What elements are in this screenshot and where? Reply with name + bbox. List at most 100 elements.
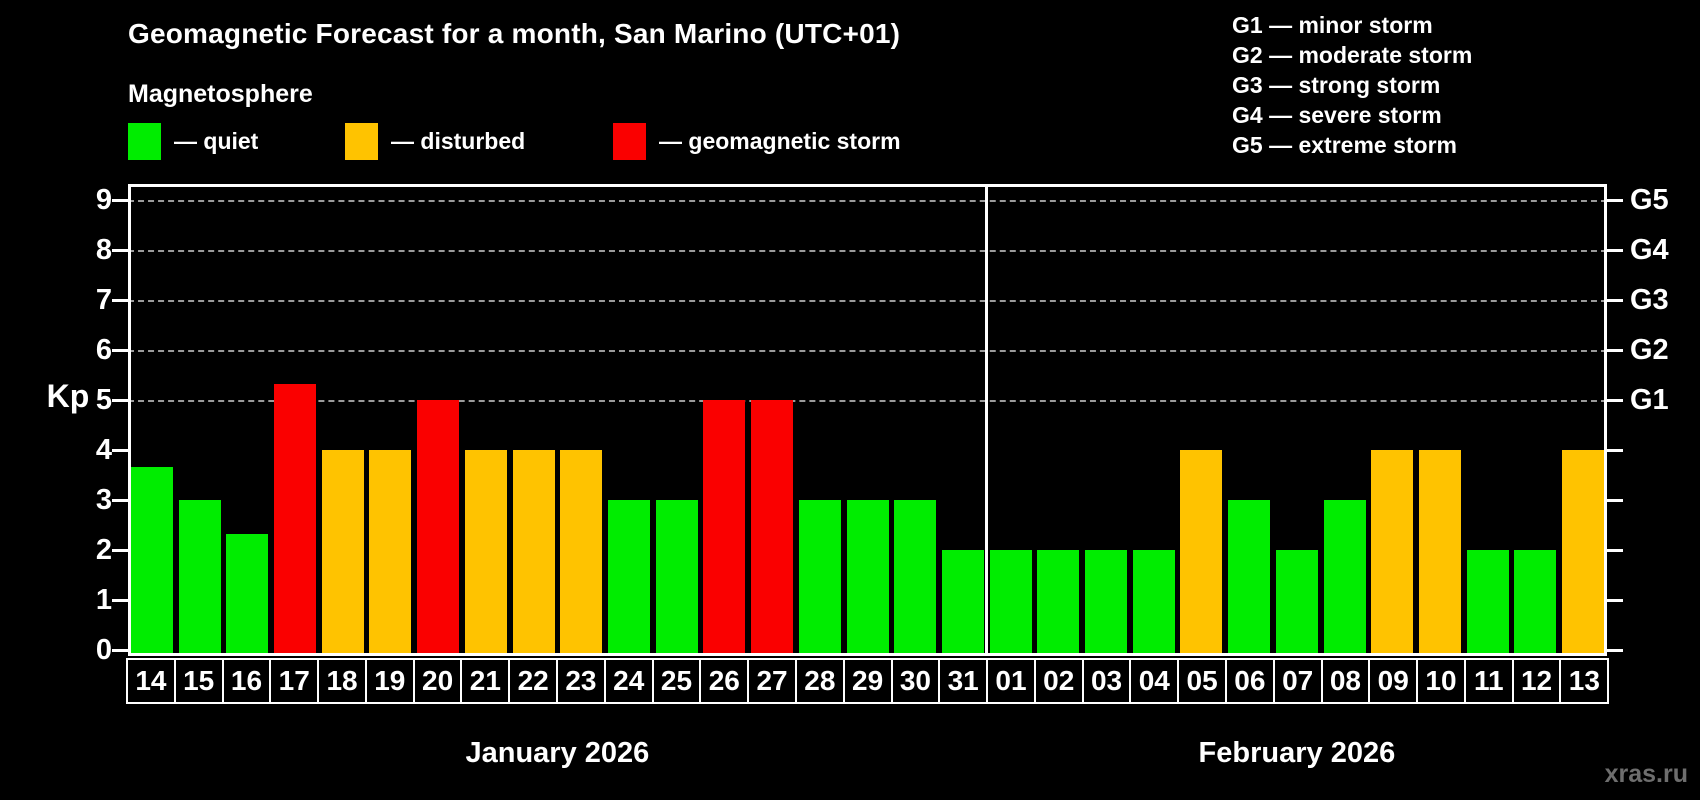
gridline-kp-9: [128, 200, 1607, 202]
day-cell-14: 14: [126, 658, 176, 704]
kp-bar-day-23: [560, 450, 603, 656]
right-tick-kp-3: [1607, 498, 1623, 502]
watermark: xras.ru: [1604, 760, 1688, 788]
kp-bar-day-10: [1419, 450, 1462, 656]
kp-bar-day-18: [321, 450, 364, 656]
day-cell-18: 18: [317, 658, 367, 704]
kp-bar-day-30: [894, 500, 937, 656]
kp-bar-day-20: [417, 400, 460, 656]
kp-bar-day-25: [655, 500, 698, 656]
kp-bar-day-13: [1562, 450, 1605, 656]
kp-bar-day-26: [703, 400, 746, 656]
kp-bar-day-14: [130, 466, 173, 656]
y-tick-label-5: 5: [95, 384, 112, 416]
left-tick-kp-8: [112, 248, 128, 252]
g-scale-label-g1: G1: [1630, 384, 1669, 416]
gridline-kp-5: [128, 400, 1607, 402]
kp-bar-day-22: [512, 450, 555, 656]
day-cell-05: 05: [1177, 658, 1227, 704]
gridline-kp-8: [128, 250, 1607, 252]
legend-item-disturbed: — disturbed: [345, 121, 525, 161]
y-axis-ticks-left: [112, 184, 128, 656]
day-cell-16: 16: [221, 658, 272, 704]
kp-bar-day-28: [798, 500, 841, 656]
y-tick-label-9: 9: [95, 184, 112, 216]
day-cell-06: 06: [1224, 658, 1275, 704]
right-tick-kp-2: [1607, 548, 1623, 552]
right-tick-kp-7: [1607, 298, 1623, 302]
g-scale-label-g5: G5: [1630, 184, 1669, 216]
y-tick-label-7: 7: [95, 284, 112, 316]
day-cell-07: 07: [1272, 658, 1323, 704]
gridline-kp-6: [128, 350, 1607, 352]
month-label-february-2026: February 2026: [1198, 737, 1396, 769]
kp-bar-day-07: [1275, 550, 1318, 656]
g-scale-label-g3: G3: [1630, 284, 1669, 316]
kp-bar-day-11: [1466, 550, 1509, 656]
kp-bar-day-29: [846, 500, 889, 656]
kp-bar-day-31: [941, 550, 984, 656]
day-cell-21: 21: [460, 658, 511, 704]
right-tick-kp-9: [1607, 198, 1623, 202]
legend-item-quiet: — quiet: [128, 121, 258, 161]
day-cell-01: 01: [986, 658, 1036, 704]
right-tick-kp-6: [1607, 348, 1623, 352]
day-cell-20: 20: [412, 658, 463, 704]
gridline-kp-7: [128, 300, 1607, 302]
kp-bar-day-04: [1132, 550, 1175, 656]
y-tick-label-3: 3: [95, 484, 112, 516]
day-cell-24: 24: [603, 658, 654, 704]
legend-label-quiet: — quiet: [174, 127, 259, 154]
y-tick-label-6: 6: [95, 334, 112, 366]
storm-scale-g1: G1 — minor storm: [1232, 12, 1433, 38]
day-cell-02: 02: [1033, 658, 1084, 704]
kp-bar-day-06: [1228, 500, 1271, 656]
right-tick-kp-0: [1607, 648, 1623, 652]
day-cell-30: 30: [890, 658, 941, 704]
day-axis: 14 15 16 17 18 19 20 21 22 23 24 25 26 27 28 29 30 31 01 02…: [126, 658, 1610, 704]
storm-scale-legend: G1 — minor storm G2 — moderate storm G3 …: [1232, 10, 1472, 160]
kp-bar-day-21: [464, 450, 507, 656]
day-cell-15: 15: [173, 658, 224, 704]
kp-bar-day-27: [751, 400, 794, 656]
left-tick-kp-2: [112, 548, 128, 552]
kp-bar-day-05: [1180, 450, 1223, 656]
day-cell-10: 10: [1416, 658, 1466, 704]
day-cell-26: 26: [699, 658, 750, 704]
day-cell-27: 27: [747, 658, 797, 704]
day-cell-04: 04: [1129, 658, 1180, 704]
g-scale-label-g2: G2: [1630, 334, 1669, 366]
day-cell-09: 09: [1368, 658, 1419, 704]
storm-scale-g5: G5 — extreme storm: [1232, 132, 1457, 158]
kp-bar-day-12: [1514, 550, 1557, 656]
g-scale-axis-labels: G1 G2 G3 G4 G5: [1630, 184, 1700, 656]
left-tick-kp-9: [112, 198, 128, 202]
kp-bar-day-24: [607, 500, 650, 656]
y-axis-labels: 0 1 2 3 4 5 6 7 8 9: [0, 184, 112, 666]
y-tick-label-0: 0: [95, 634, 112, 666]
right-tick-kp-4: [1607, 448, 1623, 452]
day-cell-19: 19: [364, 658, 415, 704]
y-tick-label-4: 4: [95, 434, 112, 466]
kp-bar-day-09: [1371, 450, 1414, 656]
left-tick-kp-1: [112, 598, 128, 602]
day-cell-13: 13: [1559, 658, 1610, 704]
storm-scale-g2: G2 — moderate storm: [1232, 42, 1473, 68]
right-tick-kp-1: [1607, 598, 1623, 602]
day-cell-12: 12: [1511, 658, 1562, 704]
left-tick-kp-6: [112, 348, 128, 352]
kp-bar-day-03: [1085, 550, 1128, 656]
storm-color-swatch: [613, 122, 646, 160]
left-tick-kp-4: [112, 448, 128, 452]
month-divider: [985, 184, 989, 656]
legend-label-storm: — geomagnetic storm: [659, 127, 901, 154]
kp-bar-day-08: [1323, 500, 1366, 656]
left-tick-kp-5: [112, 398, 128, 402]
right-tick-kp-8: [1607, 248, 1623, 252]
day-cell-11: 11: [1463, 658, 1514, 704]
right-tick-kp-5: [1607, 398, 1623, 402]
y-tick-label-8: 8: [95, 234, 112, 266]
left-tick-kp-3: [112, 498, 128, 502]
left-tick-kp-7: [112, 298, 128, 302]
